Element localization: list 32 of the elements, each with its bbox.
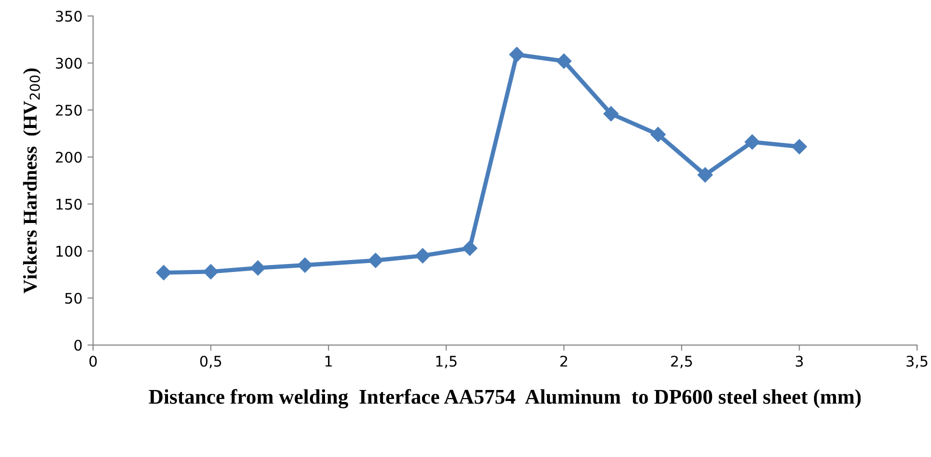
x-axis-title: Distance from welding Interface AA5754 Aluminum to DP600 steel sheet (mm) [148,389,861,408]
point [368,252,384,268]
x-tick-label: 2 [560,356,568,367]
point [297,258,313,273]
point [462,240,478,256]
y-tick-label: 50 [65,292,82,304]
y-tick-label: 300 [56,58,82,69]
x-tick-label: 0,5 [200,356,222,368]
y-axis-title: Vickers Hardness (HV$_{200}$) [23,68,41,294]
point [603,106,619,122]
y-tick-label: 250 [56,104,82,116]
point [744,134,760,150]
point [250,260,266,276]
point [650,126,666,142]
x-tick-label: 2,5 [671,356,692,368]
point [698,167,713,182]
point [203,264,218,280]
point [792,139,807,154]
x-tick-label: 0 [89,356,97,367]
x-tick-label: 3,5 [906,356,928,368]
x-tick-label: 1 [325,356,332,367]
y-tick-label: 200 [56,152,82,163]
point [415,248,430,264]
y-tick-label: 350 [56,10,82,22]
y-tick-label: 0 [74,340,82,351]
x-tick-label: 3 [796,356,803,367]
point [509,46,524,62]
y-tick-label: 150 [56,198,82,210]
y-tick-label: 100 [56,246,82,257]
point [556,54,572,69]
point [156,265,172,280]
x-tick-label: 1,5 [436,356,457,368]
